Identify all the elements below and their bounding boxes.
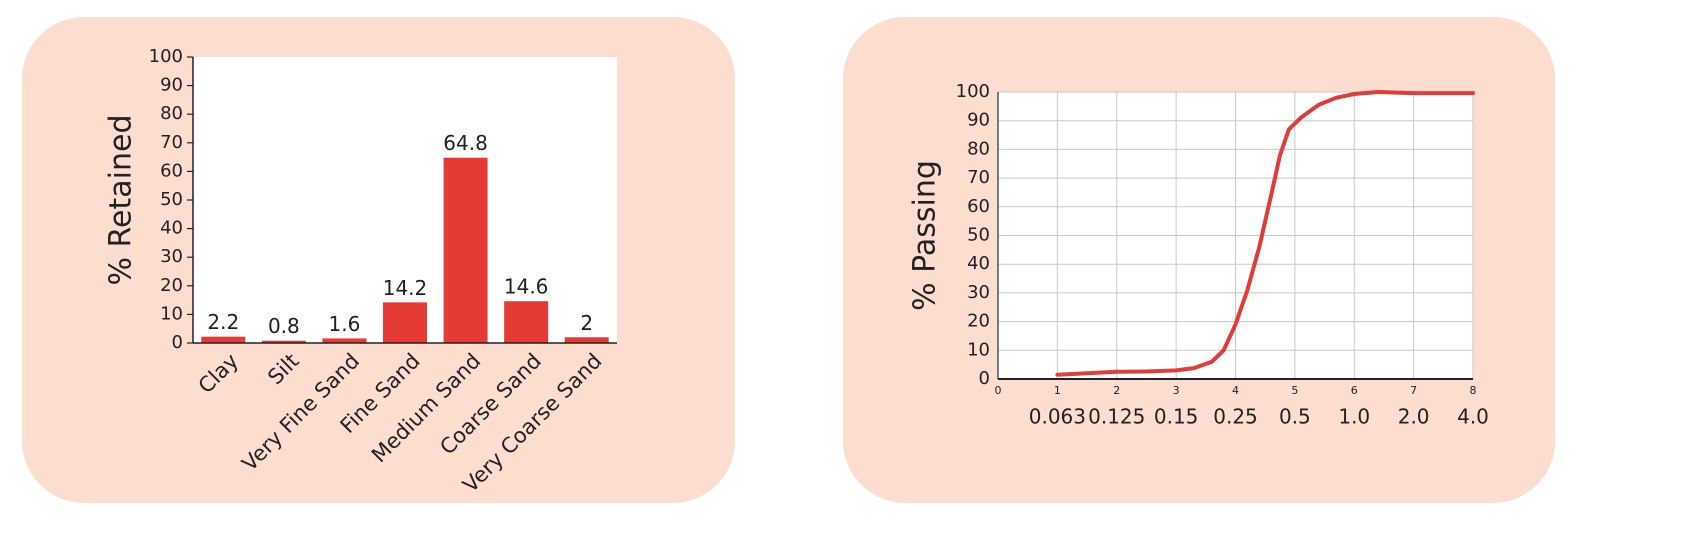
y-tick-label: 100 [149, 46, 183, 67]
y-tick-label: 40 [160, 218, 183, 239]
y-tick-label: 70 [160, 132, 183, 153]
y-tick-label: 30 [967, 282, 990, 303]
y-tick-label: 80 [967, 138, 990, 159]
y-tick-label: 90 [160, 75, 183, 96]
x2-tick-label: 0.5 [1279, 405, 1311, 429]
bar [383, 302, 427, 343]
x2-tick-label: 0.063 [1029, 405, 1086, 429]
x-tick-label: 5 [1291, 384, 1298, 397]
y-tick-label: 60 [967, 196, 990, 217]
y-tick-label: 40 [967, 253, 990, 274]
value-label: 0.8 [268, 314, 300, 338]
x2-tick-label: 0.25 [1213, 405, 1258, 429]
x2-tick-label: 0.125 [1088, 405, 1145, 429]
y-tick-label: 20 [160, 275, 183, 296]
x2-tick-label: 2.0 [1398, 405, 1430, 429]
bar [261, 340, 306, 343]
value-label: 2.2 [207, 310, 239, 334]
y-tick-label: 0 [979, 368, 990, 389]
bar [564, 337, 609, 343]
x-tick-label: 2 [1113, 384, 1120, 397]
value-label: 2 [580, 311, 593, 335]
x-tick-label: 3 [1173, 384, 1180, 397]
y-tick-label: 50 [160, 189, 183, 210]
y-tick-label: 30 [160, 246, 183, 267]
y-tick-label: 10 [967, 339, 990, 360]
y-axis-label: % Passing [908, 160, 943, 311]
y-tick-label: 10 [160, 303, 183, 324]
x-tick-label: 8 [1470, 384, 1477, 397]
bar [504, 301, 549, 343]
y-tick-label: 90 [967, 110, 990, 131]
y-tick-label: 20 [967, 311, 990, 332]
x-tick-label: 6 [1351, 384, 1358, 397]
x2-tick-label: 4.0 [1457, 405, 1489, 429]
x2-tick-label: 0.15 [1154, 405, 1199, 429]
x-tick-label: 1 [1054, 384, 1061, 397]
y-tick-label: 60 [160, 160, 183, 181]
x2-tick-label: 1.0 [1338, 405, 1370, 429]
value-label: 1.6 [329, 312, 361, 336]
bar [322, 338, 367, 343]
x-tick-label: 0 [995, 384, 1002, 397]
x-tick-label: 4 [1232, 384, 1239, 397]
value-label: 14.2 [383, 276, 428, 300]
bar [201, 336, 246, 343]
bar [443, 157, 488, 343]
plot-area [193, 57, 617, 343]
y-axis-label: % Retained [104, 115, 139, 286]
value-label: 14.6 [504, 275, 549, 299]
y-tick-label: 0 [172, 332, 183, 353]
line [1055, 90, 1475, 377]
y-tick-label: 100 [956, 81, 990, 102]
y-tick-label: 50 [967, 225, 990, 246]
value-label: 64.8 [443, 131, 488, 155]
x-tick-label: 7 [1410, 384, 1417, 397]
y-tick-label: 70 [967, 167, 990, 188]
y-tick-label: 80 [160, 103, 183, 124]
